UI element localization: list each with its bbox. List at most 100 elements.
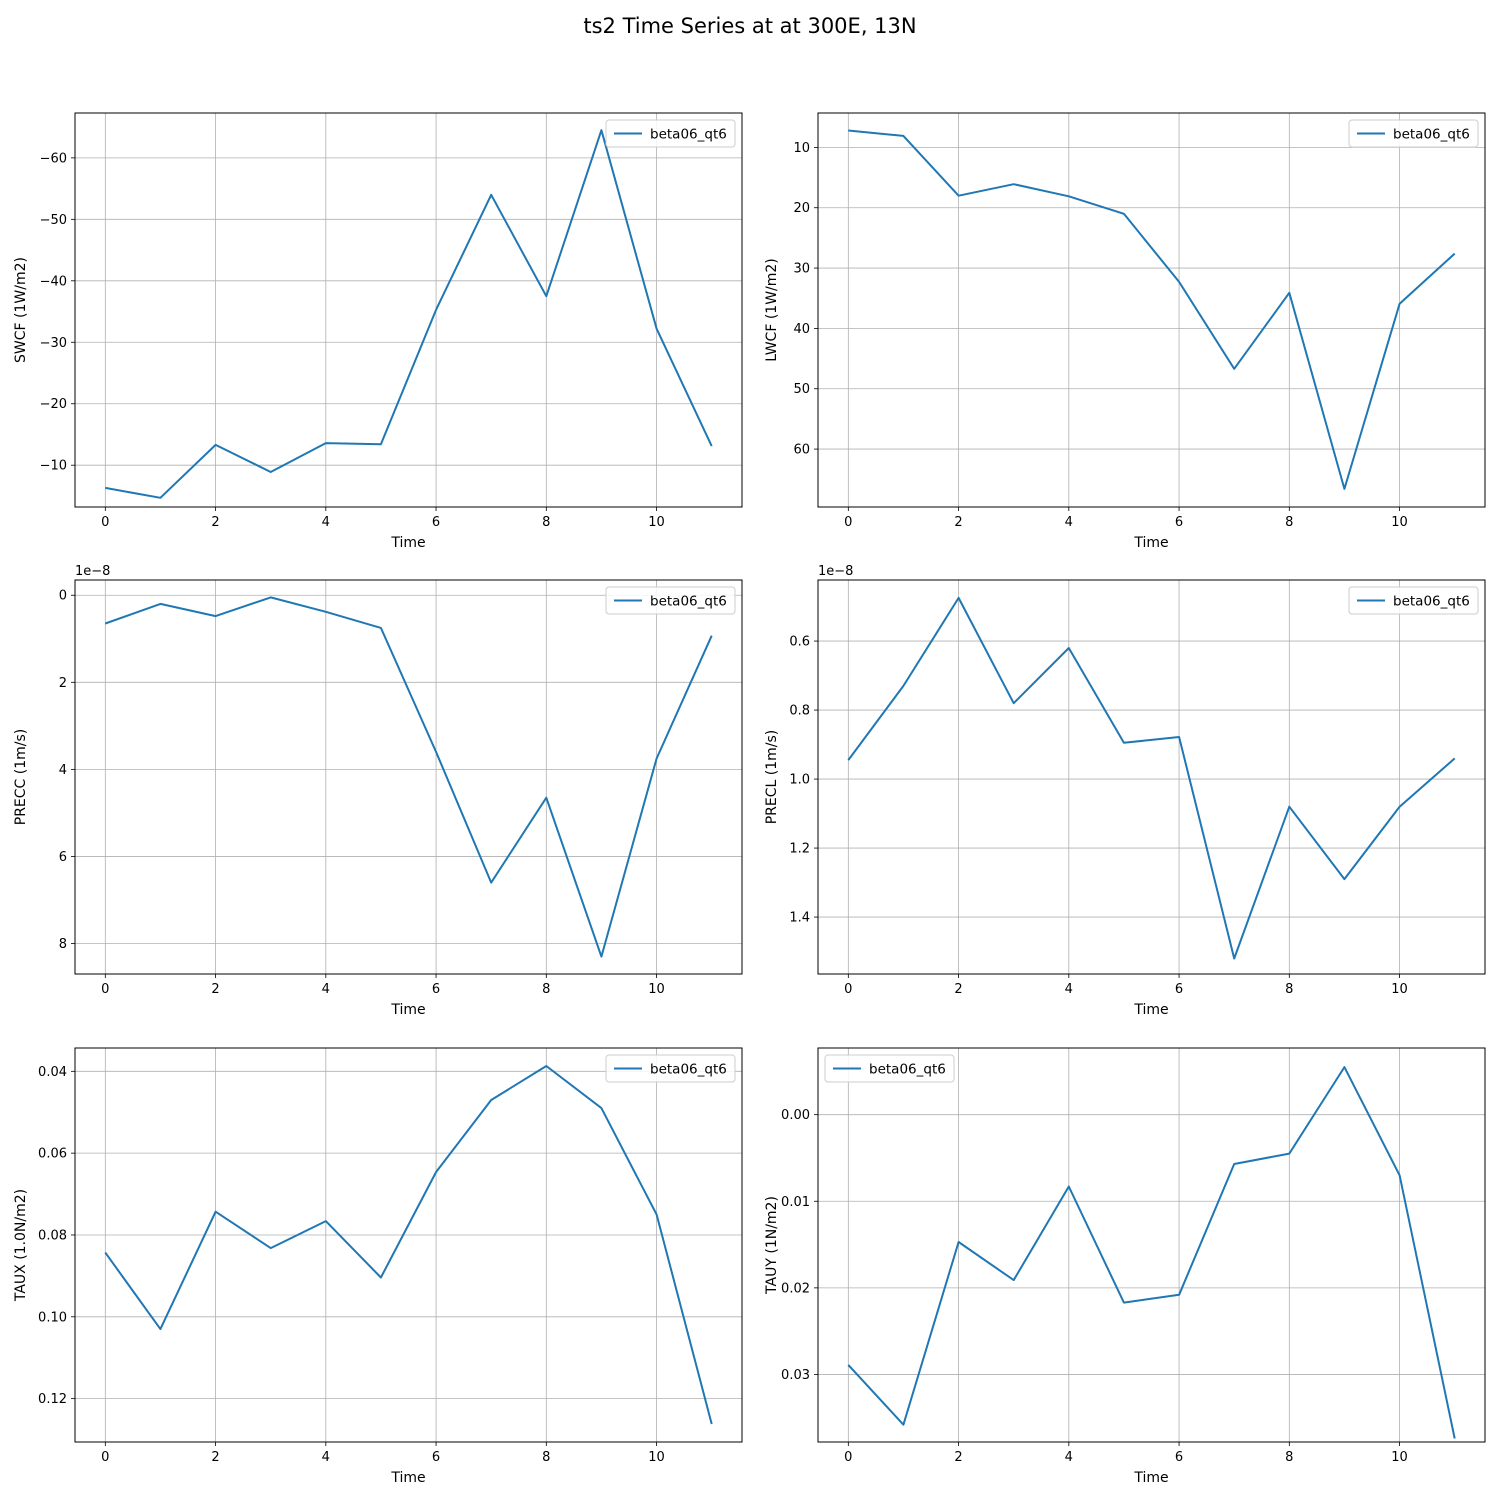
x-tick-label: 0: [101, 982, 109, 997]
x-axis-label: Time: [1133, 535, 1168, 551]
y-tick-label: 20: [793, 201, 810, 216]
legend-box: [605, 586, 736, 615]
x-axis-label: Time: [1133, 1002, 1168, 1018]
x-tick-label: 6: [1175, 982, 1183, 997]
y-tick-label: 0.6: [789, 635, 810, 650]
axes-frame: [74, 112, 743, 508]
y-tick-label: 0.04: [38, 1065, 67, 1080]
series-line-1: [847, 596, 1456, 960]
y-tick-label: −60: [40, 151, 67, 166]
y-tick-label: 30: [793, 262, 810, 277]
y-tick-label: 1.0: [789, 773, 810, 788]
legend: beta06_qt6: [605, 1054, 736, 1083]
legend: beta06_qt6: [605, 586, 736, 615]
x-tick-label: 10: [648, 1450, 665, 1465]
x-axis-label: Time: [390, 535, 425, 551]
legend: beta06_qt6: [824, 1054, 955, 1083]
x-tick-label: 10: [1391, 1450, 1408, 1465]
y-tick-label: 10: [793, 141, 810, 156]
y-axis-label: TAUY (1N/m2): [764, 1196, 780, 1295]
x-tick-label: 4: [1065, 982, 1073, 997]
x-axis-label: Time: [390, 1470, 425, 1486]
x-tick-label: 6: [432, 982, 440, 997]
y-tick-label: −10: [40, 459, 67, 474]
x-tick-label: 2: [954, 515, 962, 530]
x-tick-label: 2: [211, 515, 219, 530]
y-tick-label: 0: [59, 589, 67, 604]
y-tick-label: 40: [793, 322, 810, 337]
legend-label: beta06_qt6: [650, 127, 727, 143]
legend: beta06_qt6: [1348, 586, 1479, 615]
y-offset-label: 1e−8: [818, 564, 853, 579]
x-tick-label: 4: [322, 982, 330, 997]
legend-box: [605, 119, 736, 148]
series-line-1: [104, 1065, 713, 1425]
x-tick-label: 4: [1065, 515, 1073, 530]
series-line-1: [847, 1066, 1456, 1439]
x-tick-label: 6: [1175, 1450, 1183, 1465]
x-tick-label: 0: [844, 1450, 852, 1465]
x-axis-label: Time: [390, 1002, 425, 1018]
legend-box: [824, 1054, 955, 1083]
subplot-3: 0 2 4 6 8 10 0 2 4 6 8 Time PRECC (1m/s) 1e−8 beta06_q…: [13, 564, 743, 1018]
y-axis-label: PRECL (1m/s): [764, 730, 780, 825]
legend-label: beta06_qt6: [869, 1062, 946, 1078]
legend-label: beta06_qt6: [1393, 127, 1470, 143]
subplot-1: 0 2 4 6 8 10 −60 −50 −40 −30 −20 −10 Time SWCF (1W/m2…: [13, 112, 743, 551]
x-tick-label: 6: [432, 1450, 440, 1465]
legend-box: [1348, 586, 1479, 615]
x-tick-label: 8: [542, 982, 550, 997]
figure-title: ts2 Time Series at at 300E, 13N: [583, 14, 917, 38]
x-tick-label: 6: [432, 515, 440, 530]
x-tick-label: 2: [211, 982, 219, 997]
y-axis-label: TAUX (1.0N/m2): [13, 1189, 29, 1302]
x-tick-label: 8: [1285, 982, 1293, 997]
y-offset-label: 1e−8: [75, 564, 110, 579]
y-tick-label: −30: [40, 336, 67, 351]
y-tick-label: 60: [793, 443, 810, 458]
y-tick-label: 1.2: [789, 842, 810, 857]
subplot-6: 0 2 4 6 8 10 0.00 0.01 0.02 0.03 Time TAUY (1N/m2) b…: [764, 1047, 1486, 1486]
axes-frame: [74, 579, 743, 975]
x-tick-label: 2: [954, 1450, 962, 1465]
x-tick-label: 2: [211, 1450, 219, 1465]
x-tick-label: 8: [542, 515, 550, 530]
y-axis-label: SWCF (1W/m2): [13, 257, 29, 363]
x-tick-label: 2: [954, 982, 962, 997]
legend-box: [605, 1054, 736, 1083]
y-tick-label: 0.8: [789, 704, 810, 719]
legend: beta06_qt6: [1348, 119, 1479, 148]
axes-frame: [817, 579, 1486, 975]
y-axis-label: LWCF (1W/m2): [764, 258, 780, 362]
y-tick-label: 0.03: [781, 1368, 810, 1383]
y-tick-label: 0.06: [38, 1147, 67, 1162]
axes-frame: [74, 1047, 743, 1443]
y-tick-label: 1.4: [789, 911, 810, 926]
legend-label: beta06_qt6: [1393, 594, 1470, 610]
y-tick-label: −40: [40, 274, 67, 289]
subplot-5: 0 2 4 6 8 10 0.04 0.06 0.08 0.10 0.12 Time TAUX (1.0…: [13, 1047, 743, 1486]
y-tick-label: 0.10: [38, 1310, 67, 1325]
y-tick-label: 0.02: [781, 1281, 810, 1296]
x-tick-label: 4: [322, 515, 330, 530]
x-tick-label: 10: [1391, 515, 1408, 530]
x-tick-label: 0: [844, 515, 852, 530]
y-tick-label: 50: [793, 382, 810, 397]
x-tick-label: 0: [844, 982, 852, 997]
y-tick-label: 0.12: [38, 1392, 67, 1407]
x-tick-label: 4: [322, 1450, 330, 1465]
y-tick-label: 4: [59, 763, 67, 778]
series-line-1: [848, 129, 1456, 490]
y-tick-label: −20: [40, 397, 67, 412]
y-tick-label: −50: [40, 213, 67, 228]
y-axis-label: PRECC (1m/s): [13, 729, 29, 826]
axes-frame: [817, 1047, 1486, 1443]
legend-label: beta06_qt6: [650, 594, 727, 610]
x-tick-label: 10: [648, 515, 665, 530]
y-tick-label: 2: [59, 676, 67, 691]
legend: beta06_qt6: [605, 119, 736, 148]
x-tick-label: 0: [101, 1450, 109, 1465]
x-tick-label: 8: [1285, 515, 1293, 530]
